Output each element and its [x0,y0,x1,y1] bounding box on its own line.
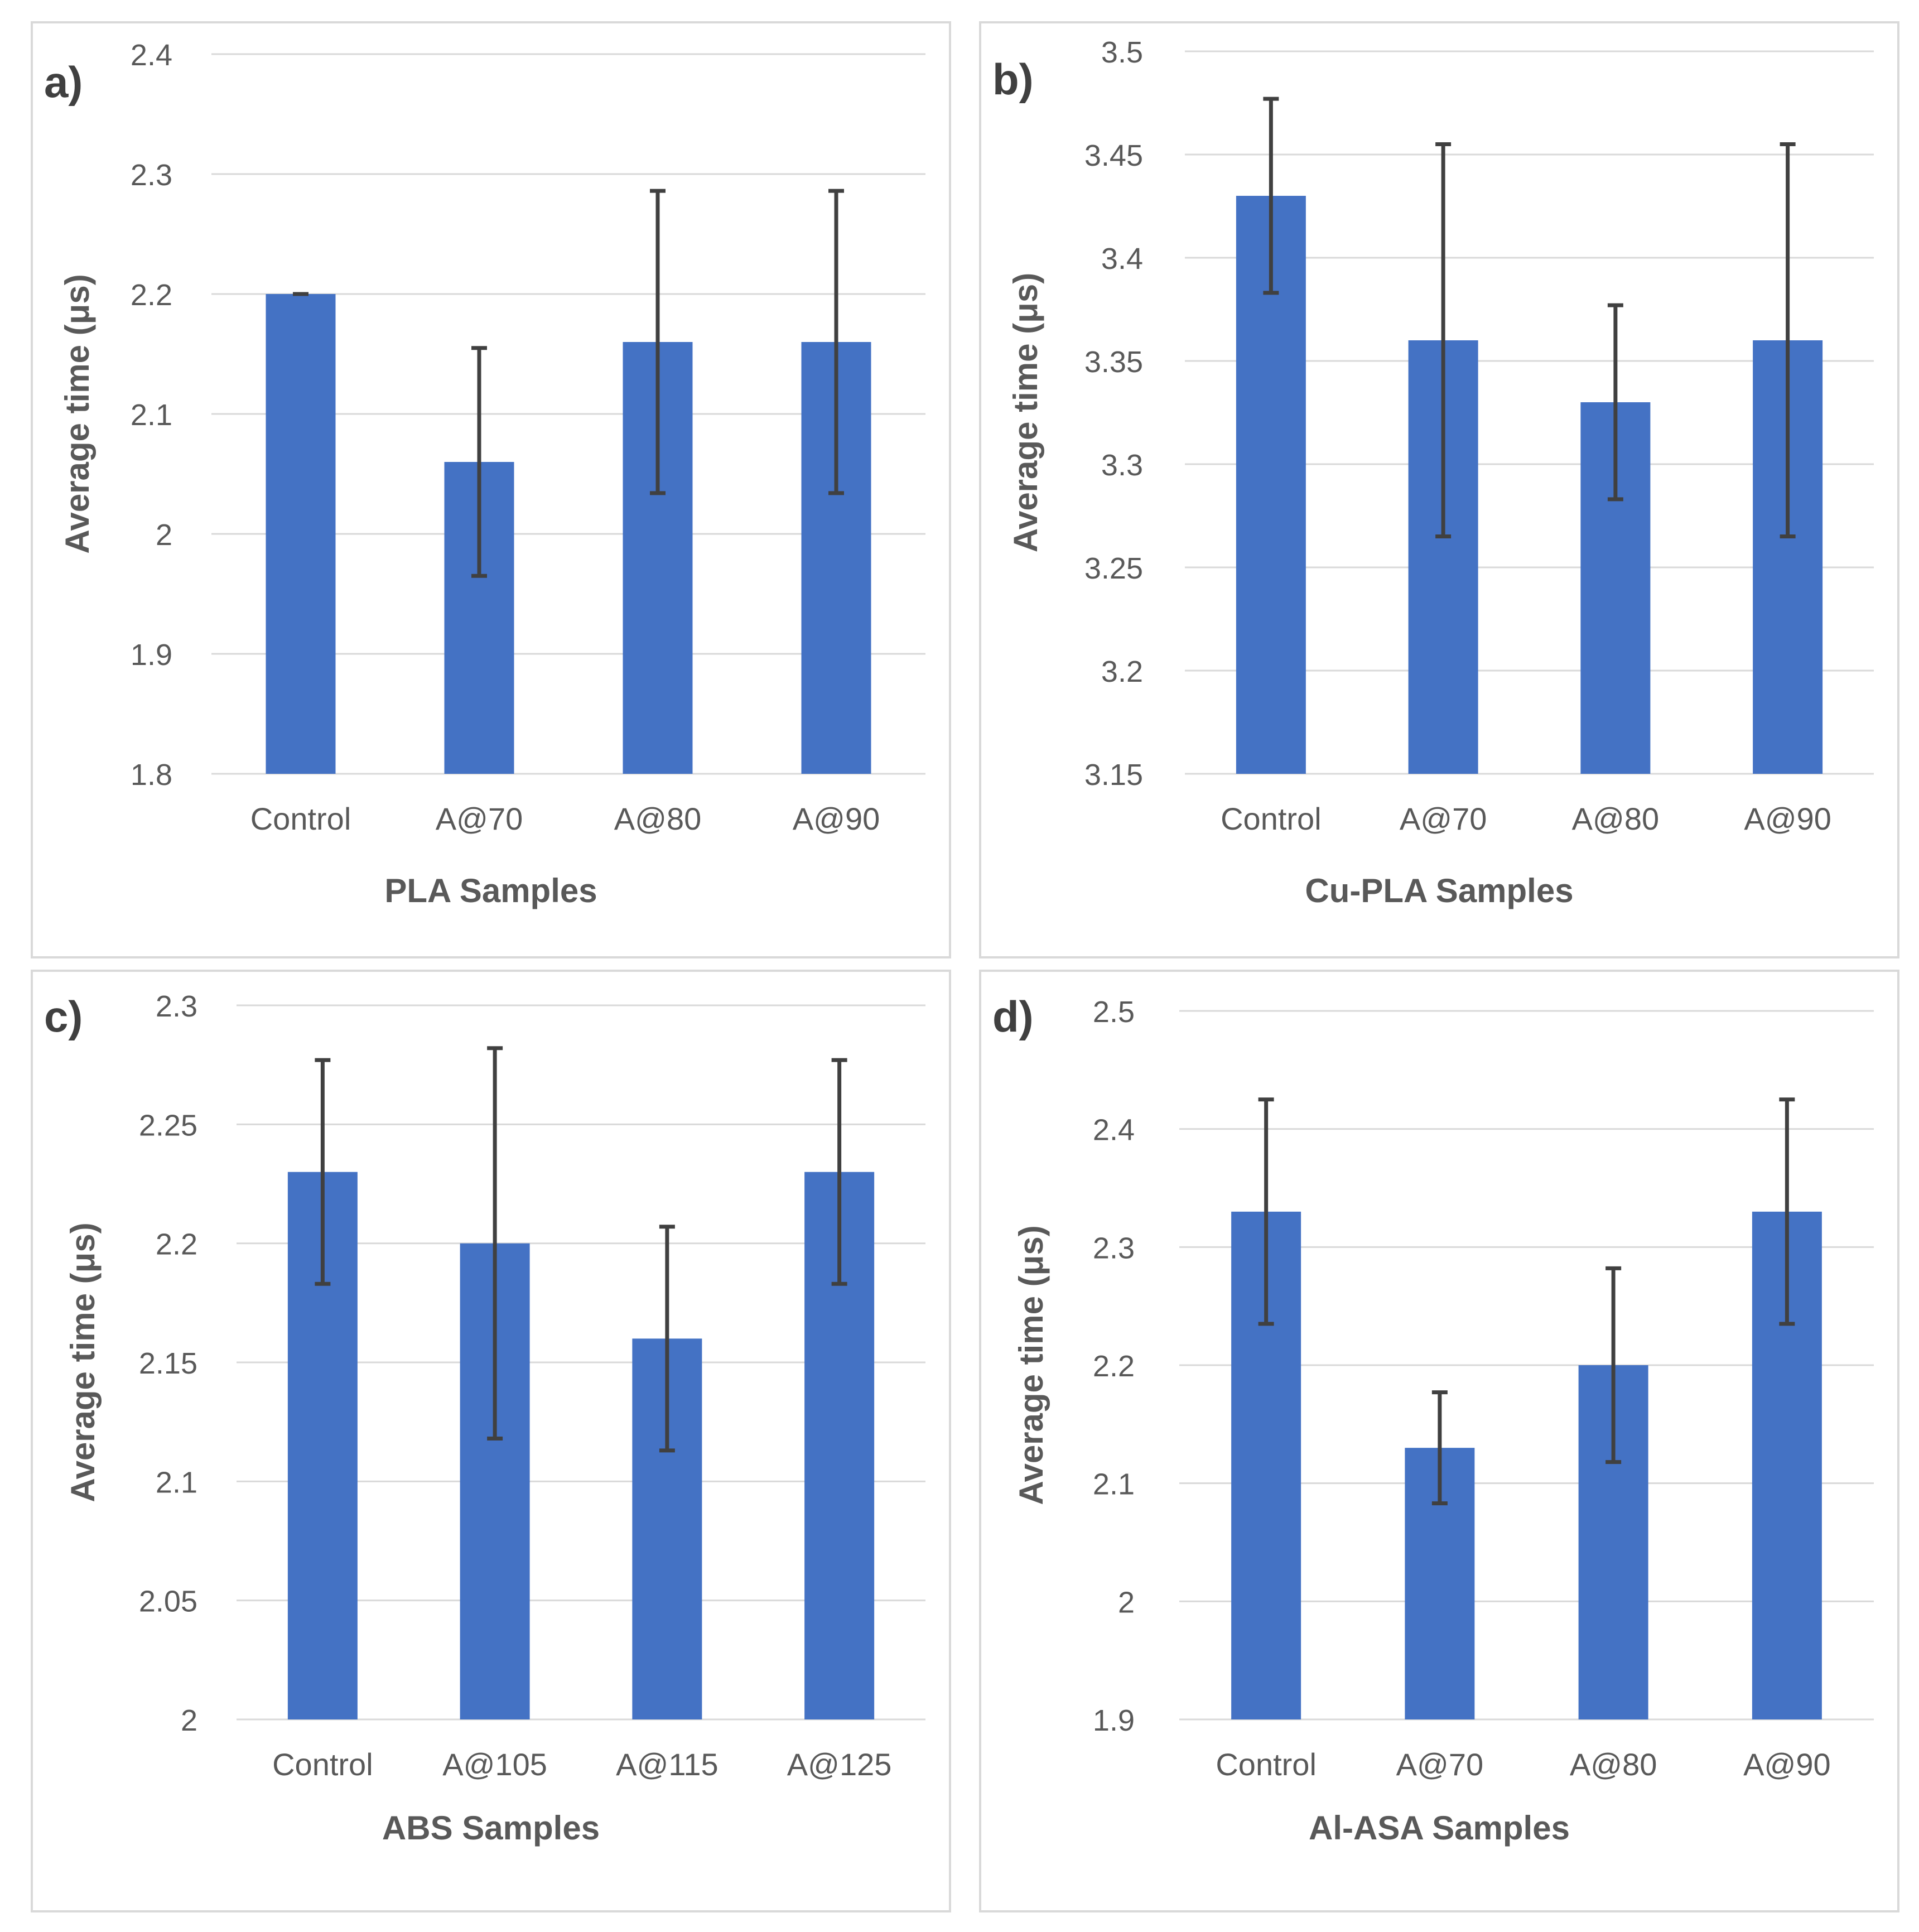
y-tick-label: 2.2 [1093,1350,1135,1383]
x-tick-label: A@125 [787,1747,892,1782]
x-tick-label: A@90 [793,801,880,836]
panel-label: d) [992,992,1034,1041]
x-tick-label: A@105 [442,1747,547,1782]
panel-label: a) [44,57,83,107]
chart-panel-d: 1.9 2 2.1 2.2 2.3 2.4 2.5 Average time (μs) Cont… [979,970,1899,1912]
chart-svg-c: 2 2.05 2.1 2.15 2.2 2.25 2.3 Average time (μs) C… [64,990,925,1782]
chart-svg-b: 3.15 3.2 3.25 3.3 3.35 3.4 3.45 3.5 Average time… [1007,36,1874,836]
y-tick-label: 3.35 [1084,345,1143,379]
x-tick-label: A@70 [1396,1747,1484,1782]
y-tick-label: 1.8 [131,758,172,792]
y-tick-label: 2.15 [139,1347,197,1380]
y-tick-label: 2.2 [131,278,172,312]
error-bar [650,189,666,495]
y-tick-label: 3.5 [1101,36,1143,69]
y-tick-label: 1.9 [131,638,172,672]
y-tick-label: 2.05 [139,1585,197,1618]
chart-panel-b: 3.15 3.2 3.25 3.3 3.35 3.4 3.45 3.5 Average time… [979,21,1899,958]
x-axis-title: Al-ASA Samples [1309,1809,1570,1847]
x-tick-label: A@115 [616,1747,718,1782]
error-bar [1435,142,1452,538]
y-tick-label: 3.45 [1084,139,1143,172]
y-tick-label: 2.5 [1093,995,1135,1029]
y-axis-title: Average time (μs) [1012,1225,1050,1505]
y-tick-label: 3.2 [1101,655,1143,688]
x-tick-label: A@80 [1570,1747,1657,1782]
x-axis-title: Cu-PLA Samples [1305,872,1574,909]
error-bar [659,1225,675,1453]
y-tick-label: 3.4 [1101,242,1143,276]
y-tick-label: 2.4 [131,38,172,72]
x-tick-label: A@90 [1744,801,1831,836]
chart-panel-c: 2 2.05 2.1 2.15 2.2 2.25 2.3 Average time (μs) C… [31,970,951,1912]
x-tick-label: A@70 [1400,801,1487,836]
chart-svg-a: 1.8 1.9 2 2.1 2.2 2.3 2.4 Average time (μs) Cont… [59,38,925,836]
y-tick-label: 2.2 [156,1228,197,1261]
x-tick-label: A@70 [436,801,523,836]
y-tick-label: 2.1 [131,398,172,432]
y-axis-title: Average time (μs) [64,1222,102,1502]
error-bar [1605,1266,1622,1464]
x-tick-label: Control [1221,801,1322,836]
chart-svg-d: 1.9 2 2.1 2.2 2.3 2.4 2.5 Average time (μs) Cont… [1012,995,1874,1782]
error-bar [1258,1097,1274,1326]
chart-panel-a: 1.8 1.9 2 2.1 2.2 2.3 2.4 Average time (μs) Cont… [31,21,951,958]
error-bar [1780,142,1796,538]
error-bar [1607,303,1623,502]
y-tick-label: 2.3 [156,990,197,1023]
y-tick-label: 2.3 [1093,1231,1135,1265]
panel-label: c) [44,992,83,1041]
y-tick-label: 3.3 [1101,449,1143,482]
panel-label: b) [992,55,1034,104]
bar [266,294,336,774]
y-tick-label: 2.1 [1093,1468,1135,1501]
x-tick-label: Control [1216,1747,1317,1782]
error-bar [1431,1390,1448,1506]
x-tick-label: Control [250,801,351,836]
error-bar [831,1058,847,1286]
x-tick-label: A@80 [1572,801,1660,836]
y-tick-label: 3.25 [1084,552,1143,585]
x-tick-label: A@90 [1743,1747,1831,1782]
y-tick-label: 2 [156,518,172,552]
y-tick-label: 2.3 [131,158,172,192]
error-bar [1263,97,1279,295]
x-axis-title: PLA Samples [384,872,597,909]
y-axis-title: Average time (μs) [59,274,96,553]
y-tick-label: 2.1 [156,1466,197,1499]
y-tick-label: 2 [181,1704,197,1737]
y-tick-label: 3.15 [1084,758,1143,792]
error-bar [1779,1097,1795,1326]
error-bar [828,189,844,495]
y-tick-label: 2.4 [1093,1114,1135,1147]
error-bar [487,1046,503,1441]
y-tick-label: 2 [1118,1586,1135,1619]
error-bar [471,346,487,578]
y-tick-label: 1.9 [1093,1704,1135,1737]
y-axis-title: Average time (μs) [1007,273,1044,552]
y-tick-label: 2.25 [139,1109,197,1142]
x-tick-label: A@80 [614,801,702,836]
error-bar [315,1058,331,1286]
x-tick-label: Control [272,1747,373,1782]
x-axis-title: ABS Samples [382,1809,600,1847]
